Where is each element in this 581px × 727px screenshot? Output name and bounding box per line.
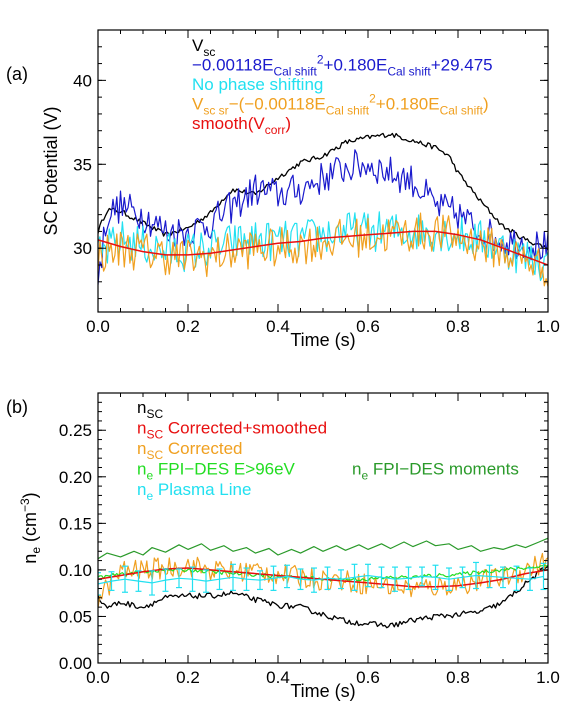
legend-text3: +29.475 [431,56,493,75]
panel-b: (b) 0.0 0.2 0.4 0.6 0.8 1.00.000.050.100.150.… [6,392,560,701]
legend-sub2: Cal shift [387,65,431,79]
legend-sub: sc sr [203,104,228,118]
y-tick-label: 35 [73,155,92,174]
legend-entry: Vsc sr−(−0.00118ECal shift2+0.180ECal sh… [192,92,489,118]
x-tick-label: 0.8 [446,668,470,687]
legend-sub2: Cal shift [326,104,370,118]
x-tick-label: 0.0 [86,317,110,336]
panel-a-y-axis-title: SC Potential (V) [41,106,61,235]
legend-text2: FPI−DES moments [368,460,519,479]
panel-b-series-0 [98,565,548,629]
y-tick-label: 0.05 [59,607,92,626]
panel-a-series-1 [98,149,548,285]
y-tick-label: 40 [73,71,92,90]
panel-a-ticks: 0.0 0.2 0.4 0.6 0.8 1.0 30 35 40 [73,29,560,336]
panel-b-y-axis-symbol: n [20,554,40,564]
legend-text: n [137,419,146,438]
legend-entry: Vsc [192,36,215,59]
legend-entry: ne FPI−DES E>96eV [137,460,296,483]
legend-text2: Plasma Line [153,480,251,499]
legend-sub: e [146,489,153,503]
x-tick-label: 0.4 [266,317,290,336]
legend-entry: nSC Corrected+smoothed [137,419,327,442]
legend-text: n [137,460,146,479]
panel-b-series-1 [98,537,548,560]
plasma-line-trace [98,574,544,585]
panel-b-y-axis-units-sup: −3 [18,498,32,512]
legend-entry: No phase shifting [192,75,323,94]
legend-text4: ) [483,95,489,114]
panel-a-label: (a) [6,64,28,84]
legend-entry: smooth(Vcorr) [192,114,291,137]
legend-text2: Corrected [163,439,242,458]
legend-text: n [352,460,361,479]
legend-sup2: 2 [369,92,376,106]
legend-sub: SC [146,448,163,462]
y-tick-label: 0.15 [59,514,92,533]
legend-text: n [137,480,146,499]
legend-text: V [192,36,204,55]
panel-b-label: (b) [6,397,28,417]
legend-text2: −(−0.00118E [229,95,326,114]
panel-a-series [98,132,548,287]
legend-sub3: Cal shift [440,104,484,118]
legend-sub: e [146,469,153,483]
legend-sub: SC [146,407,163,421]
legend-entry: nSC [137,398,163,421]
x-tick-label: 1.0 [536,317,560,336]
legend-text: V [192,95,204,114]
legend-entry: nSC Corrected [137,439,243,462]
x-tick-label: 0.8 [446,317,470,336]
legend-text: −0.00118E [192,56,273,75]
x-tick-label: 0.0 [86,668,110,687]
legend-sup: 2 [317,53,324,67]
legend-text2: FPI−DES E>96eV [153,460,295,479]
legend-entry: ne Plasma Line [137,480,251,503]
panel-b-series [98,537,548,629]
panel-a-series-0 [98,132,548,251]
legend-text3: +0.180E [376,95,440,114]
panel-b-ticks: 0.0 0.2 0.4 0.6 0.8 1.0 0.00 0.05 0.10 0.15 0.20 0.… [59,393,560,687]
legend-sub: corr [265,123,286,137]
legend-text: smooth(V [192,114,265,133]
legend-text: No phase shifting [192,75,323,94]
x-tick-label: 0.2 [176,317,200,336]
panel-b-x-axis-title: Time (s) [290,681,355,701]
legend-text: n [137,439,146,458]
legend-text2: ) [285,114,291,133]
panel-a: (a) 0.0 0.2 0.4 0.6 0.8 1.0 30 35 40 Time (s) SC… [6,29,560,350]
y-tick-label: 0.00 [59,654,92,673]
panel-a-series-4 [98,230,548,266]
legend-text2: Corrected+smoothed [163,419,327,438]
x-tick-label: 0.6 [356,317,380,336]
y-tick-label: 30 [73,239,92,258]
x-tick-label: 1.0 [536,668,560,687]
panel-b-y-axis-units: (cm [20,512,40,547]
panel-b-series-2 [98,552,548,608]
y-tick-label: 0.20 [59,468,92,487]
legend-sub: sc [203,45,215,59]
panel-b-series-3 [98,564,548,582]
panel-b-y-axis-symbol-sub: e [29,547,43,554]
y-tick-label: 0.25 [59,421,92,440]
panel-b-y-axis-title: ne (cm−3) [18,492,43,563]
panel-a-series-3 [98,212,548,287]
legend-entry: −0.00118ECal shift2+0.180ECal shift+29.4… [192,53,493,79]
legend-sub: SC [146,428,163,442]
legend-text2: +0.180E [324,56,388,75]
panel-b-y-axis-units-end: ) [20,492,40,498]
legend-text: n [137,398,146,417]
x-tick-label: 0.4 [266,668,290,687]
panel-a-legend: Vsc−0.00118ECal shift2+0.180ECal shift+2… [192,36,493,137]
legend-entry: ne FPI−DES moments [352,460,519,483]
plasma-line-errorbar [98,572,101,596]
x-tick-label: 0.2 [176,668,200,687]
legend-sub: Cal shift [273,65,317,79]
y-tick-label: 0.10 [59,561,92,580]
x-tick-label: 0.6 [356,668,380,687]
panel-a-x-axis-title: Time (s) [290,330,355,350]
legend-sub: e [361,469,368,483]
